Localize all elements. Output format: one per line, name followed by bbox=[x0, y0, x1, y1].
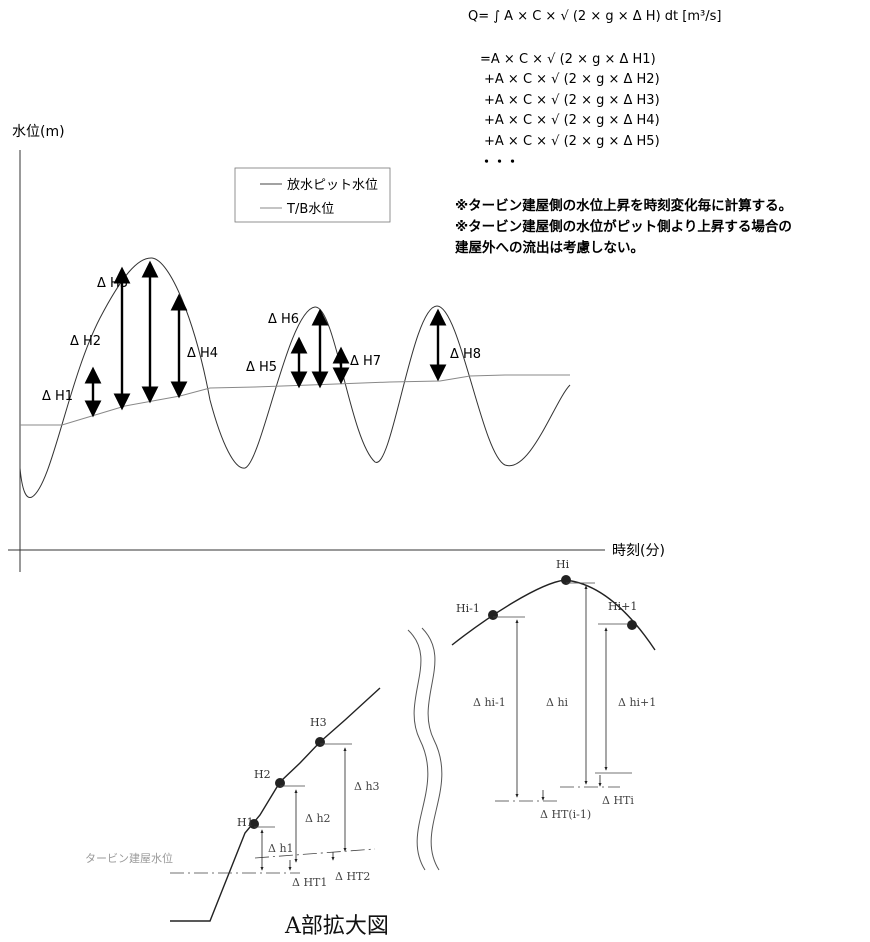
note-line-0: ※タービン建屋側の水位上昇を時刻変化毎に計算する。 bbox=[455, 197, 792, 214]
point-h1 bbox=[249, 819, 259, 829]
label-h2: H2 bbox=[254, 768, 271, 781]
formula-line-5: +A × C × √ (2 × g × Δ H5) bbox=[484, 134, 660, 149]
detail-left-curve bbox=[170, 687, 381, 922]
label-dht1: Δ HT1 bbox=[292, 876, 327, 889]
note-line-2: 建屋外への流出は考慮しない。 bbox=[454, 239, 644, 256]
label-dht2: Δ HT2 bbox=[335, 870, 370, 883]
point-hi bbox=[561, 575, 571, 585]
tb-level-curve bbox=[20, 374, 570, 426]
label-hi+1: Hi+1 bbox=[608, 600, 637, 613]
chart-legend: 放水ピット水位 T/B水位 bbox=[234, 167, 391, 223]
formula-line-0: Q= ∫ A × C × √ (2 × g × Δ H) dt [m³/s] bbox=[468, 9, 721, 24]
wavy-separator-1 bbox=[407, 629, 429, 871]
tb-level-left-2 bbox=[254, 848, 376, 859]
notes-block: ※タービン建屋側の水位上昇を時刻変化毎に計算する。 ※タービン建屋側の水位がピッ… bbox=[454, 197, 792, 256]
label-dh8: Δ H8 bbox=[450, 347, 481, 362]
label-hi: Hi bbox=[556, 558, 570, 571]
legend-label-tb: T/B水位 bbox=[286, 202, 334, 217]
formula-line-1: =A × C × √ (2 × g × Δ H1) bbox=[480, 52, 656, 67]
x-axis-label: 時刻(分) bbox=[612, 543, 665, 559]
point-h2 bbox=[275, 778, 285, 788]
delta-labels: Δ H1 Δ H2 Δ H3 Δ H4 Δ H5 Δ H6 Δ H7 Δ H8 bbox=[42, 276, 481, 404]
formula-line-4: +A × C × √ (2 × g × Δ H4) bbox=[484, 113, 660, 128]
label-dh2: Δ H2 bbox=[70, 334, 101, 349]
legend-box bbox=[234, 167, 391, 223]
label-dhi+1: Δ hi+1 bbox=[618, 696, 656, 709]
legend-label-pit: 放水ピット水位 bbox=[287, 178, 378, 193]
pit-level-curve bbox=[19, 257, 571, 499]
label-dhi-1: Δ hi-1 bbox=[473, 696, 506, 709]
note-line-1: ※タービン建屋側の水位がピット側より上昇する場合の bbox=[455, 218, 792, 235]
detail-right: Hi-1 Hi Hi+1 Δ hi-1 Δ hi Δ hi+1 Δ HTi Δ … bbox=[451, 558, 656, 821]
label-dh4: Δ H4 bbox=[187, 346, 218, 361]
formula-line-6: ・・・ bbox=[480, 155, 519, 170]
label-tb-water: タービン建屋水位 bbox=[85, 851, 173, 865]
label-dh7: Δ H7 bbox=[350, 354, 381, 369]
label-dhti-1: Δ HT(i-1) bbox=[540, 808, 591, 821]
label-dhti: Δ HTi bbox=[602, 794, 634, 807]
label-dh5: Δ H5 bbox=[246, 360, 277, 375]
label-hi-1: Hi-1 bbox=[456, 602, 480, 615]
chart-axes: 水位(m) 時刻(分) bbox=[8, 124, 665, 572]
delta-arrows bbox=[84, 260, 447, 418]
formula-line-3: +A × C × √ (2 × g × Δ H3) bbox=[484, 93, 660, 108]
y-axis-label: 水位(m) bbox=[12, 124, 65, 140]
detail-caption: A部拡大図 bbox=[284, 914, 389, 939]
label-dhi: Δ hi bbox=[546, 696, 569, 709]
point-hi-1 bbox=[488, 610, 498, 620]
formula-block: Q= ∫ A × C × √ (2 × g × Δ H) dt [m³/s] =… bbox=[468, 9, 721, 170]
wavy-separator-2 bbox=[421, 627, 443, 871]
label-dh-3: Δ h3 bbox=[354, 780, 380, 793]
label-dh-2: Δ h2 bbox=[305, 812, 331, 825]
label-dh1: Δ H1 bbox=[42, 389, 73, 404]
detail-right-curve bbox=[451, 579, 656, 651]
point-h3 bbox=[315, 737, 325, 747]
label-h1: H1 bbox=[237, 816, 254, 829]
label-h3: H3 bbox=[310, 716, 327, 729]
formula-line-2: +A × C × √ (2 × g × Δ H2) bbox=[484, 72, 660, 87]
detail-left: H1 H2 H3 Δ h1 Δ h2 Δ h3 タービン建屋水位 Δ HT1 Δ… bbox=[85, 687, 381, 922]
point-hi+1 bbox=[627, 620, 637, 630]
label-dh-1: Δ h1 bbox=[268, 842, 294, 855]
label-dh6: Δ H6 bbox=[268, 312, 299, 327]
label-dh3: Δ H3 bbox=[97, 276, 128, 291]
